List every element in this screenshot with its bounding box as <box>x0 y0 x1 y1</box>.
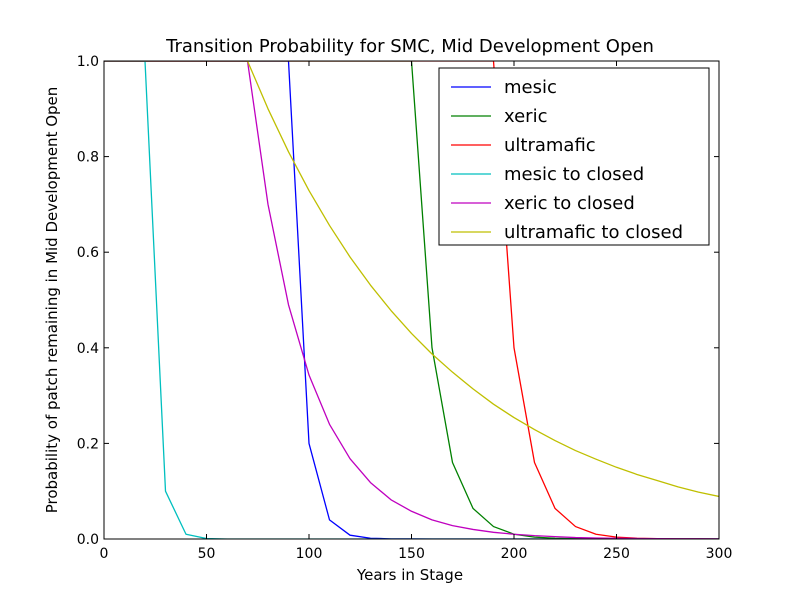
x-axis-label: Years in Stage <box>356 566 463 584</box>
x-tick-label: 100 <box>296 546 323 562</box>
y-tick-label: 0.6 <box>77 245 99 261</box>
legend-label-xeric-to-closed: xeric to closed <box>504 193 635 214</box>
legend: mesic xeric ultramafic mesic to closed xeric… <box>438 67 710 246</box>
legend-label-mesic: mesic <box>504 77 557 98</box>
legend-label-ultramafic-to-closed: ultramafic to closed <box>504 222 683 243</box>
y-tick-label: 0.8 <box>77 150 99 166</box>
y-tick-label: 0.4 <box>77 341 99 357</box>
y-tick-label: 0.0 <box>77 532 99 548</box>
x-tick-label: 150 <box>398 546 425 562</box>
legend-label-mesic-to-closed: mesic to closed <box>504 164 644 185</box>
y-tick-label: 1.0 <box>77 54 99 70</box>
series-line-ultramafic-to-closed <box>104 61 719 498</box>
y-tick-label: 0.2 <box>77 436 99 452</box>
x-tick-label: 250 <box>603 546 630 562</box>
chart-title: Transition Probability for SMC, Mid Deve… <box>165 36 654 57</box>
x-tick-label: 300 <box>706 546 733 562</box>
x-tick-label: 50 <box>198 546 216 562</box>
legend-box <box>438 67 710 246</box>
x-tick-label: 0 <box>100 546 109 562</box>
plot-area: 0 50 100 150 200 250 300 0.0 0.2 0.4 0.6 0.8 1.0 mesi… <box>77 54 733 562</box>
legend-label-ultramafic: ultramafic <box>504 135 596 156</box>
x-tick-label: 200 <box>501 546 528 562</box>
y-axis-label: Probability of patch remaining in Mid De… <box>43 87 61 514</box>
legend-label-xeric: xeric <box>504 106 547 127</box>
